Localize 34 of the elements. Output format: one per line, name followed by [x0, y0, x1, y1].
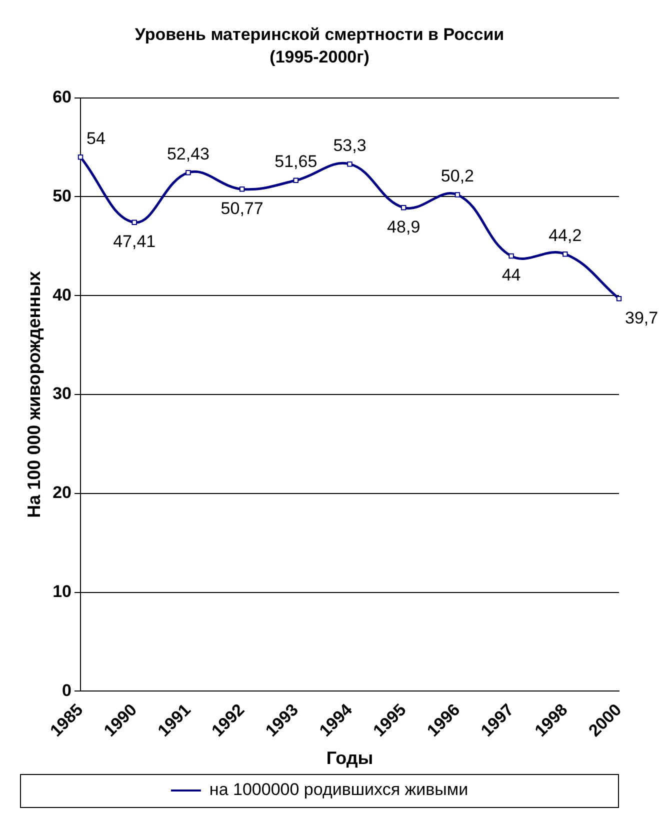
legend-label: на 1000000 родившихся живыми: [209, 780, 468, 800]
y-tick-label: 10: [52, 582, 72, 602]
y-tick-label: 0: [62, 680, 72, 700]
data-label: 54: [86, 128, 106, 148]
point: [400, 204, 406, 210]
y-tick-label: 60: [52, 87, 72, 106]
point: [132, 220, 137, 225]
data-label: 47,41: [113, 232, 156, 252]
data-label: 52,43: [166, 144, 210, 164]
point: [616, 296, 622, 302]
point: [293, 178, 299, 184]
y-tick-label: 50: [52, 186, 72, 206]
data-label: 51,65: [274, 152, 318, 172]
data-label: 44: [502, 266, 521, 285]
point: [186, 170, 191, 176]
y-tick-label: 40: [52, 285, 72, 304]
point: [562, 251, 568, 257]
x-axis-title: Годы: [326, 748, 374, 768]
data-label: 50,77: [220, 198, 264, 218]
y-axis-title: На 100 000 живорожденных: [24, 271, 44, 518]
data-label: 39,7: [625, 308, 658, 328]
data-label: 48,9: [387, 217, 420, 236]
point: [454, 192, 460, 198]
chart-title: Уровень материнской смертности в России: [134, 24, 504, 44]
chart-subtitle: (1995-2000г): [270, 47, 370, 66]
y-tick-label: 30: [52, 384, 72, 404]
y-tick-label: 20: [52, 483, 72, 502]
point: [508, 253, 514, 259]
point: [239, 186, 245, 192]
data-label: 44,2: [548, 226, 582, 245]
point: [78, 154, 84, 160]
data-label: 50,2: [440, 166, 474, 186]
point: [347, 161, 352, 167]
data-label: 53,3: [333, 136, 366, 155]
